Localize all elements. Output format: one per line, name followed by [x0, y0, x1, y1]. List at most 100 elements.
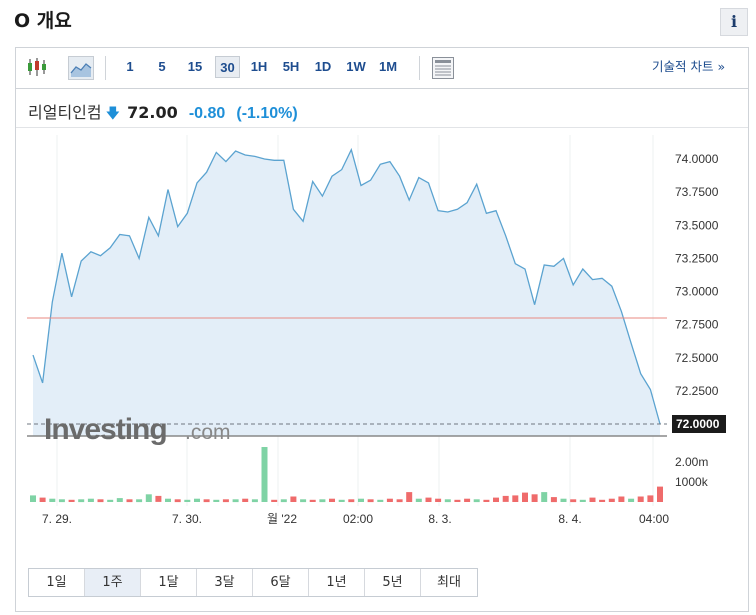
y-tick-label: 73.2500	[675, 251, 719, 265]
interval-15[interactable]: 15	[187, 59, 203, 74]
y-tick-label: 72.2500	[675, 384, 719, 398]
quote-line: 리얼티인컴 🡇 72.00 -0.80 (-1.10%)	[28, 99, 298, 127]
volume-bar	[87, 498, 94, 502]
volume-bar	[396, 499, 403, 503]
volume-bar	[502, 495, 509, 502]
volume-bar	[464, 498, 471, 502]
investing-watermark: Investing	[44, 413, 167, 446]
table-view-icon[interactable]	[431, 56, 455, 80]
toolbar-divider	[105, 56, 106, 80]
range-1y[interactable]: 1년	[309, 569, 365, 596]
volume-bar	[174, 499, 181, 503]
toolbar-divider	[419, 56, 420, 80]
page-title: O 개요	[14, 10, 72, 32]
volume-bar	[367, 499, 374, 503]
volume-tick-label: 1000k	[675, 475, 709, 489]
volume-bar	[358, 498, 364, 502]
range-selector: 1일 1주 1달 3달 6달 1년 5년 최대	[28, 568, 478, 597]
investing-watermark-suffix: .com	[185, 421, 231, 444]
instrument-name: 리얼티인컴	[28, 103, 102, 122]
volume-bar	[107, 499, 114, 502]
x-tick-label: 월 '22	[267, 512, 297, 526]
range-5y[interactable]: 5년	[365, 569, 421, 596]
y-tick-label: 73.7500	[675, 185, 719, 199]
interval-1m[interactable]: 1M	[378, 59, 398, 74]
range-3m[interactable]: 3달	[197, 569, 253, 596]
price-change-percent: (-1.10%)	[236, 105, 298, 122]
volume-bar	[425, 497, 432, 502]
volume-bar	[531, 494, 538, 502]
x-tick-label: 7. 30.	[172, 512, 202, 526]
info-button[interactable]: i	[720, 8, 748, 36]
volume-bar	[49, 498, 56, 502]
volume-bar	[136, 499, 143, 503]
volume-bar	[522, 492, 528, 502]
y-tick-label: 74.0000	[675, 152, 719, 166]
range-max[interactable]: 최대	[421, 569, 477, 596]
volume-bar	[126, 499, 133, 503]
price-change: -0.80	[188, 105, 226, 122]
volume-bar	[329, 498, 335, 502]
range-1w[interactable]: 1주	[85, 569, 141, 596]
interval-5[interactable]: 5	[158, 59, 166, 74]
volume-bar	[570, 499, 577, 503]
volume-bar	[39, 497, 46, 502]
volume-bar	[319, 499, 326, 503]
interval-1w[interactable]: 1W	[346, 59, 366, 74]
range-6m[interactable]: 6달	[253, 569, 309, 596]
volume-bar	[608, 498, 615, 502]
volume-bar	[599, 499, 606, 502]
volume-bar	[213, 499, 220, 502]
chart-toolbar: 1 5 15 30 1H 5H 1D 1W 1M	[16, 48, 748, 89]
x-tick-label: 7. 29.	[42, 512, 72, 526]
volume-bar	[628, 498, 635, 502]
volume-bar	[290, 496, 297, 502]
technical-chart-link[interactable]: 기술적 차트 »	[652, 59, 726, 74]
chart-panel	[15, 47, 749, 612]
y-tick-label: 72.7500	[675, 318, 719, 332]
range-1d[interactable]: 1일	[29, 569, 85, 596]
volume-bar	[165, 498, 171, 502]
interval-1[interactable]: 1	[126, 59, 134, 74]
volume-bar	[386, 498, 393, 502]
range-1m[interactable]: 1달	[141, 569, 197, 596]
last-price-label: 72.0000	[676, 417, 720, 431]
volume-bar	[473, 499, 480, 503]
volume-bar	[309, 499, 316, 502]
volume-bar	[116, 498, 123, 502]
volume-bar	[647, 495, 654, 502]
area-chart-icon	[70, 63, 92, 77]
price-area	[33, 149, 660, 436]
volume-bar	[184, 499, 191, 502]
y-tick-label: 73.5000	[675, 218, 719, 232]
interval-1h[interactable]: 1H	[250, 59, 268, 74]
volume-bar	[251, 499, 258, 503]
volume-bar	[68, 499, 75, 502]
volume-bar	[232, 499, 239, 503]
volume-bar	[512, 495, 519, 502]
volume-tick-label: 2.00m	[675, 455, 708, 469]
volume-bar	[30, 495, 36, 502]
volume-bar	[194, 498, 200, 502]
volume-bar	[203, 499, 210, 503]
volume-bar	[145, 494, 152, 502]
volume-bar	[155, 495, 162, 502]
volume-bar	[435, 498, 442, 502]
candlestick-icon[interactable]	[26, 56, 48, 78]
interval-5h[interactable]: 5H	[282, 59, 300, 74]
volume-bar	[579, 499, 586, 502]
volume-bar	[541, 492, 548, 502]
volume-bar	[444, 499, 451, 503]
area-chart-button[interactable]	[68, 56, 94, 80]
last-price: 72.00	[127, 103, 178, 122]
x-tick-label: 04:00	[639, 512, 669, 526]
volume-bar	[637, 496, 644, 502]
interval-30[interactable]: 30	[215, 56, 240, 78]
volume-bar	[78, 499, 85, 503]
volume-bar	[271, 499, 278, 502]
volume-bar	[560, 498, 567, 502]
volume-bar	[550, 497, 557, 503]
volume-bar	[242, 498, 249, 502]
interval-1d[interactable]: 1D	[314, 59, 332, 74]
